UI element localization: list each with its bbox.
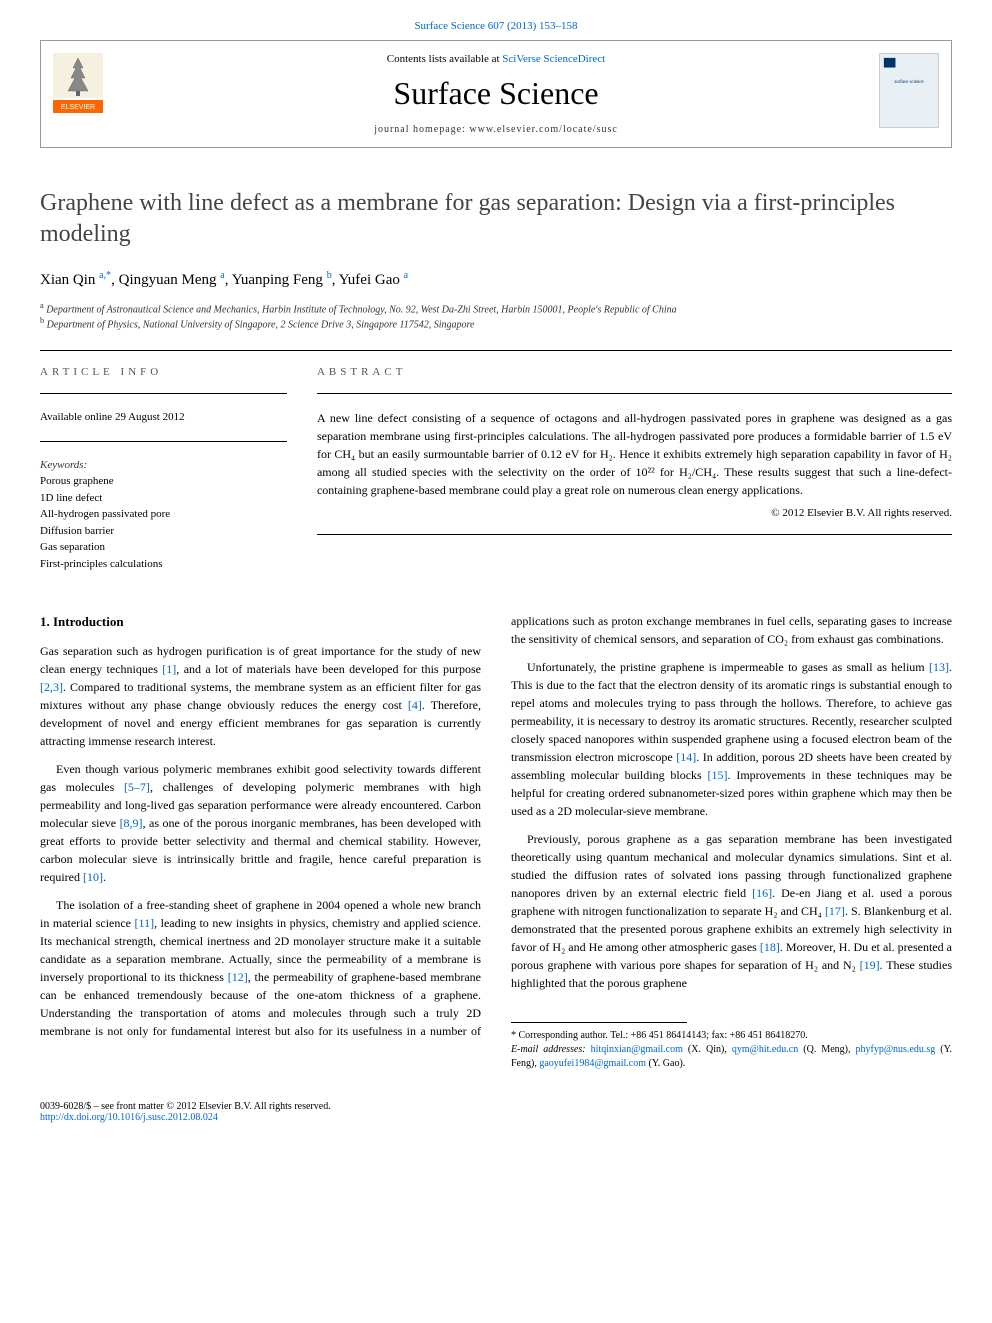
article-title: Graphene with line defect as a membrane …: [40, 188, 952, 250]
keyword-5: Gas separation: [40, 539, 287, 556]
keyword-1: Porous graphene: [40, 473, 287, 490]
affiliation-b: b Department of Physics, National Univer…: [40, 316, 952, 330]
divider-top: [40, 350, 952, 351]
author-2: Qingyuan Meng a: [119, 272, 225, 288]
email-2[interactable]: qym@hit.edu.cn: [732, 1044, 798, 1055]
available-online: Available online 29 August 2012: [40, 409, 287, 426]
elsevier-tree-icon: ELSEVIER: [53, 53, 103, 113]
svg-text:surface science: surface science: [894, 80, 923, 85]
authors-list: Xian Qin a,*, Qingyuan Meng a, Yuanping …: [40, 270, 952, 289]
contents-text: Contents lists available at: [387, 53, 502, 65]
abstract-text: A new line defect consisting of a sequen…: [317, 409, 952, 499]
paragraph-4: Unfortunately, the pristine graphene is …: [511, 658, 952, 820]
contents-available-line: Contents lists available at SciVerse Sci…: [61, 53, 931, 65]
abstract-column: ABSTRACT A new line defect consisting of…: [317, 366, 952, 572]
paragraph-2: Even though various polymeric membranes …: [40, 760, 481, 886]
publisher-logo: ELSEVIER: [53, 53, 103, 113]
article-info-column: ARTICLE INFO Available online 29 August …: [40, 366, 287, 572]
article-info-header: ARTICLE INFO: [40, 366, 287, 378]
keyword-6: First-principles calculations: [40, 556, 287, 573]
main-body-columns: 1. Introduction Gas separation such as h…: [40, 612, 952, 1071]
keyword-3: All-hydrogen passivated pore: [40, 506, 287, 523]
email-3[interactable]: phyfyp@nus.edu.sg: [856, 1044, 936, 1055]
abstract-divider-bottom: [317, 534, 952, 535]
abstract-copyright: © 2012 Elsevier B.V. All rights reserved…: [317, 507, 952, 519]
journal-title: Surface Science: [61, 75, 931, 112]
abstract-divider: [317, 393, 952, 394]
page-footer: 0039-6028/$ – see front matter © 2012 El…: [40, 1101, 952, 1123]
info-abstract-row: ARTICLE INFO Available online 29 August …: [40, 366, 952, 572]
corresponding-author-footnote: * Corresponding author. Tel.: +86 451 86…: [511, 1029, 952, 1071]
affiliations: a Department of Astronautical Science an…: [40, 301, 952, 330]
abstract-header: ABSTRACT: [317, 366, 952, 378]
article-info-content: Available online 29 August 2012 Keywords…: [40, 409, 287, 572]
journal-ref-anchor[interactable]: Surface Science 607 (2013) 153–158: [414, 20, 577, 32]
section-1-title: 1. Introduction: [40, 612, 481, 632]
paragraph-5: Previously, porous graphene as a gas sep…: [511, 830, 952, 992]
sciencedirect-link[interactable]: SciVerse ScienceDirect: [502, 53, 605, 65]
keyword-2: 1D line defect: [40, 490, 287, 507]
corr-author-line: * Corresponding author. Tel.: +86 451 86…: [511, 1029, 952, 1043]
footnote-separator: [511, 1022, 687, 1023]
author-1: Xian Qin a,*: [40, 272, 111, 288]
journal-cover-thumbnail: surface science: [879, 53, 939, 128]
journal-reference-link: Surface Science 607 (2013) 153–158: [40, 20, 952, 32]
keywords-label: Keywords:: [40, 457, 287, 474]
info-divider-2: [40, 441, 287, 442]
email-4[interactable]: gaoyufei1984@gmail.com: [539, 1058, 646, 1069]
journal-header-box: ELSEVIER surface science Contents lists …: [40, 40, 952, 148]
author-3: Yuanping Feng b: [232, 272, 332, 288]
issn-line: 0039-6028/$ – see front matter © 2012 El…: [40, 1101, 952, 1112]
doi-link[interactable]: http://dx.doi.org/10.1016/j.susc.2012.08…: [40, 1112, 218, 1123]
keyword-4: Diffusion barrier: [40, 523, 287, 540]
email-1[interactable]: hitqinxian@gmail.com: [591, 1044, 683, 1055]
author-4: Yufei Gao a: [339, 272, 408, 288]
email-addresses: E-mail addresses: hitqinxian@gmail.com (…: [511, 1043, 952, 1071]
paragraph-1: Gas separation such as hydrogen purifica…: [40, 642, 481, 750]
info-divider: [40, 393, 287, 394]
svg-text:ELSEVIER: ELSEVIER: [61, 104, 95, 111]
affiliation-a: a Department of Astronautical Science an…: [40, 301, 952, 315]
journal-homepage: journal homepage: www.elsevier.com/locat…: [61, 124, 931, 135]
cover-icon: surface science: [880, 54, 938, 127]
